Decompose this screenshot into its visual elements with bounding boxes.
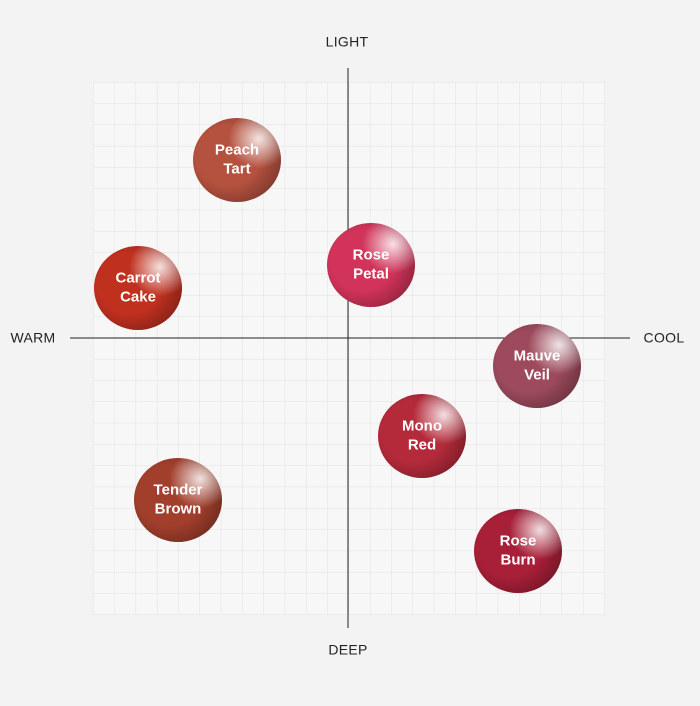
swatches: Peach Tart Carrot Cake Rose Petal Mauve Veil Mon… <box>94 118 581 593</box>
swatch-label: Mono <box>402 417 442 434</box>
swatch-shine <box>327 223 415 307</box>
swatch-shine <box>134 458 222 542</box>
swatch-label: Peach <box>215 141 259 158</box>
swatch: Rose Burn <box>474 509 562 593</box>
swatch-shine <box>378 394 466 478</box>
swatch-label: Carrot <box>115 269 160 286</box>
axis-label-bottom: DEEP <box>328 642 367 658</box>
swatch-shine <box>474 509 562 593</box>
swatch-shine <box>94 246 182 330</box>
swatch-label: Red <box>408 436 436 453</box>
swatch-label: Cake <box>120 288 156 305</box>
swatch-shine <box>193 118 281 202</box>
swatch: Mauve Veil <box>493 324 581 408</box>
swatch: Carrot Cake <box>94 246 182 330</box>
axis-label-top: LIGHT <box>326 34 369 50</box>
swatch-shine <box>493 324 581 408</box>
axis-label-left: WARM <box>10 330 55 346</box>
swatch-label: Burn <box>501 551 536 568</box>
swatch-label: Petal <box>353 265 389 282</box>
swatch-label: Veil <box>524 366 550 383</box>
swatch-label: Rose <box>353 246 390 263</box>
swatch-label: Mauve <box>514 347 561 364</box>
swatch: Tender Brown <box>134 458 222 542</box>
swatch-label: Tart <box>223 160 250 177</box>
swatch-label: Brown <box>155 500 202 517</box>
swatch-label: Tender <box>154 481 203 498</box>
swatch-label: Rose <box>500 532 537 549</box>
axis-label-right: COOL <box>644 330 685 346</box>
swatch: Mono Red <box>378 394 466 478</box>
swatch: Rose Petal <box>327 223 415 307</box>
swatch: Peach Tart <box>193 118 281 202</box>
